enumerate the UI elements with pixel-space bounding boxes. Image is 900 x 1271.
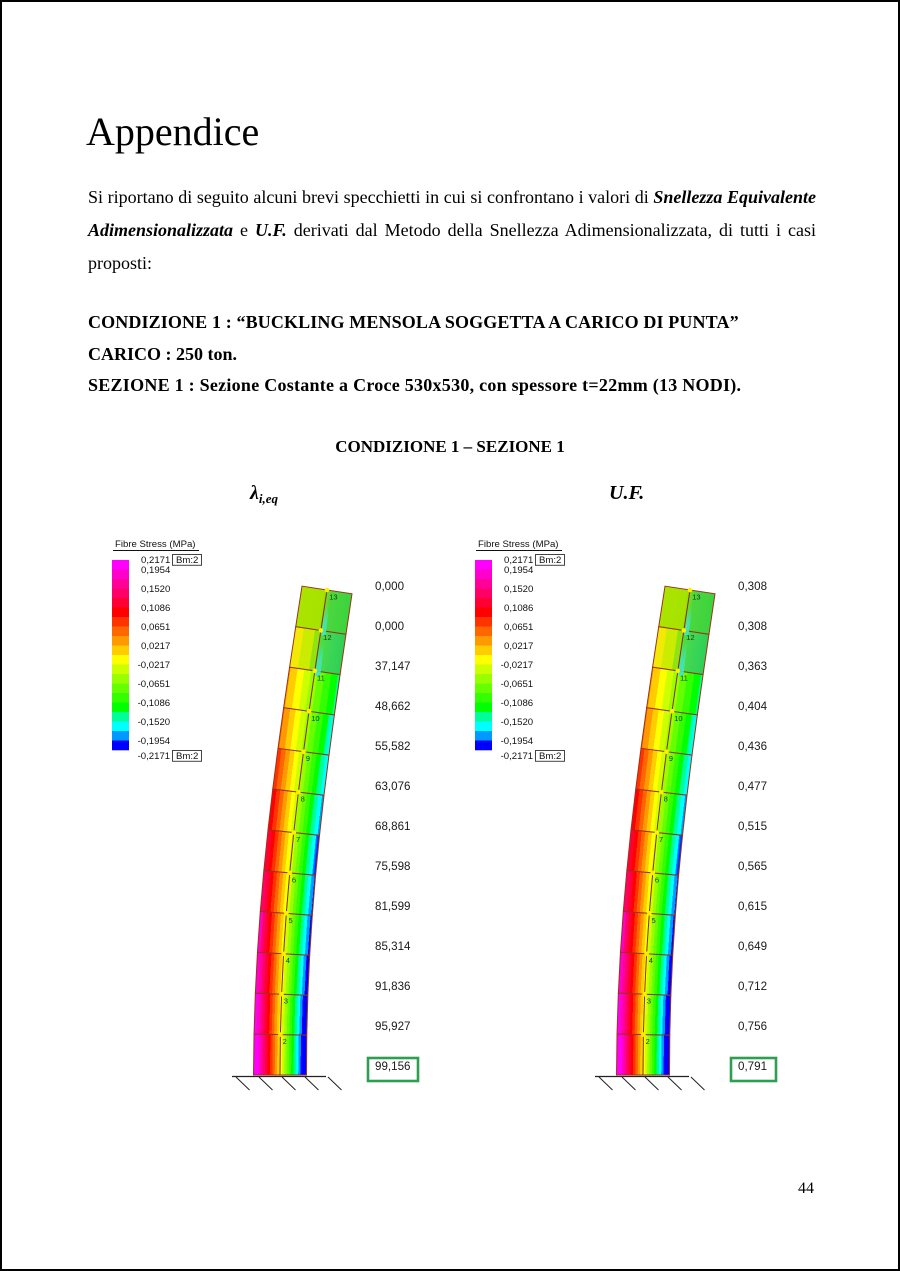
svg-text:2: 2 [646,1037,650,1046]
svg-text:0,0217: 0,0217 [504,641,533,652]
svg-text:Bm:2: Bm:2 [176,751,198,762]
svg-text:68,861: 68,861 [375,820,410,833]
svg-text:11: 11 [680,673,688,682]
svg-text:7: 7 [659,835,663,844]
svg-text:0,1520: 0,1520 [504,584,533,595]
svg-text:0,477: 0,477 [738,780,767,793]
svg-text:0,308: 0,308 [738,580,767,593]
svg-text:0,649: 0,649 [738,940,767,953]
svg-text:13: 13 [692,593,700,602]
svg-text:5: 5 [289,916,293,925]
svg-text:6: 6 [655,875,659,884]
svg-text:48,662: 48,662 [375,700,410,713]
svg-text:37,147: 37,147 [375,660,410,673]
svg-text:-0,0651: -0,0651 [501,679,534,690]
svg-text:0,756: 0,756 [738,1020,767,1033]
svg-text:-0,0217: -0,0217 [501,660,534,671]
svg-text:75,598: 75,598 [375,860,410,873]
svg-text:9: 9 [306,754,310,763]
svg-text:0,1520: 0,1520 [141,584,170,595]
svg-text:7: 7 [296,835,300,844]
svg-text:9: 9 [669,754,673,763]
svg-text:-0,2171: -0,2171 [138,751,171,762]
svg-text:0,0217: 0,0217 [141,641,170,652]
svg-text:0,308: 0,308 [738,620,767,633]
svg-text:81,599: 81,599 [375,900,410,913]
svg-text:0,363: 0,363 [738,660,767,673]
svg-text:-0,1954: -0,1954 [138,736,171,747]
svg-text:Fibre Stress (MPa): Fibre Stress (MPa) [478,539,559,550]
svg-text:-0,0217: -0,0217 [138,660,171,671]
svg-text:8: 8 [301,795,305,804]
svg-text:0,404: 0,404 [738,700,768,713]
svg-text:13: 13 [329,593,337,602]
svg-text:3: 3 [284,997,288,1006]
svg-text:0,000: 0,000 [375,580,404,593]
svg-text:-0,1954: -0,1954 [501,736,534,747]
svg-text:2: 2 [283,1037,287,1046]
svg-text:85,314: 85,314 [375,940,411,953]
svg-text:95,927: 95,927 [375,1020,410,1033]
svg-text:12: 12 [323,633,331,642]
svg-text:0,436: 0,436 [738,740,767,753]
svg-text:4: 4 [286,956,290,965]
svg-text:0,565: 0,565 [738,860,767,873]
svg-text:0,1954: 0,1954 [504,565,534,576]
svg-text:0,0651: 0,0651 [141,622,170,633]
svg-text:0,2171: 0,2171 [504,555,533,566]
svg-text:-0,2171: -0,2171 [501,751,534,762]
svg-text:11: 11 [317,673,325,682]
svg-text:4: 4 [649,956,653,965]
svg-text:0,000: 0,000 [375,620,404,633]
svg-text:12: 12 [686,633,694,642]
svg-text:91,836: 91,836 [375,980,410,993]
svg-text:0,1086: 0,1086 [141,603,170,614]
svg-text:10: 10 [311,714,319,723]
svg-text:99,156: 99,156 [375,1060,410,1073]
svg-text:63,076: 63,076 [375,780,410,793]
svg-text:0,1086: 0,1086 [504,603,533,614]
svg-text:0,515: 0,515 [738,820,767,833]
svg-text:3: 3 [647,997,651,1006]
svg-text:-0,0651: -0,0651 [138,679,171,690]
svg-text:0,615: 0,615 [738,900,767,913]
svg-text:0,712: 0,712 [738,980,767,993]
svg-text:-0,1086: -0,1086 [138,698,171,709]
svg-text:Bm:2: Bm:2 [539,751,561,762]
svg-text:Bm:2: Bm:2 [176,555,198,566]
svg-text:0,2171: 0,2171 [141,555,170,566]
svg-text:0,791: 0,791 [738,1060,767,1073]
svg-text:55,582: 55,582 [375,740,410,753]
svg-text:Fibre Stress (MPa): Fibre Stress (MPa) [115,539,196,550]
svg-text:Bm:2: Bm:2 [539,555,561,566]
svg-text:-0,1520: -0,1520 [501,717,534,728]
svg-text:-0,1086: -0,1086 [501,698,534,709]
svg-text:8: 8 [664,795,668,804]
svg-text:5: 5 [652,916,656,925]
svg-text:-0,1520: -0,1520 [138,717,171,728]
svg-text:0,0651: 0,0651 [504,622,533,633]
svg-text:0,1954: 0,1954 [141,565,171,576]
svg-text:10: 10 [674,714,682,723]
svg-text:6: 6 [292,875,296,884]
